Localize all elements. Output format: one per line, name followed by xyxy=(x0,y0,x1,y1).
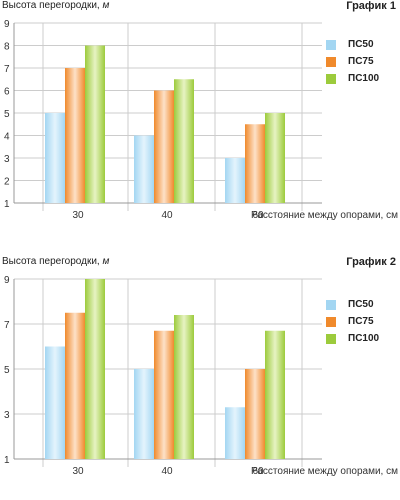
y-tick-label: 2 xyxy=(4,177,10,188)
bar-ps100-40 xyxy=(174,315,194,459)
x-axis-title: Расстояние между опорами, см xyxy=(251,210,398,221)
legend-label-ps100: ПС100 xyxy=(348,73,380,84)
chart-panel-2: Высота перегородки, м График 2 1 3 5 7 9 30 40… xyxy=(0,256,400,496)
x-tick-label: 40 xyxy=(161,210,173,221)
legend-swatch-ps50 xyxy=(326,40,336,50)
bar-ps100-40 xyxy=(174,79,194,203)
y-tick-label: 7 xyxy=(4,320,10,331)
y-tick-label: 7 xyxy=(4,64,10,75)
chart-panel-1: Высота перегородки, м График 1 1 2 3 4 5 6 7 8 9… xyxy=(0,0,400,240)
legend-swatch-ps75 xyxy=(326,57,336,67)
bar-ps50-60 xyxy=(225,158,245,203)
legend-swatch-ps100 xyxy=(326,74,336,84)
y-tick-label: 8 xyxy=(4,42,10,53)
y-tick-label: 5 xyxy=(4,365,10,376)
legend-label-ps75: ПС75 xyxy=(348,56,374,67)
y-tick-label: 5 xyxy=(4,109,10,120)
legend-label-ps50: ПС50 xyxy=(348,39,374,50)
bar-ps75-60 xyxy=(245,124,265,203)
bar-ps50-30 xyxy=(45,113,65,203)
x-tick-label: 60 xyxy=(252,466,264,477)
x-tick-label: 60 xyxy=(252,210,264,221)
bar-ps50-60 xyxy=(225,407,245,459)
bar-ps50-40 xyxy=(134,369,154,459)
y-tick-label: 9 xyxy=(4,19,10,30)
y-tick-label: 1 xyxy=(4,199,10,210)
x-tick-label: 30 xyxy=(72,210,84,221)
legend-label-ps100: ПС100 xyxy=(348,333,380,344)
bar-ps75-60 xyxy=(245,369,265,459)
y-axis-unit: м xyxy=(102,256,110,267)
chart-title: График 1 xyxy=(346,0,396,12)
bar-ps75-30 xyxy=(65,68,85,203)
y-tick-label: 6 xyxy=(4,87,10,98)
bar-ps75-30 xyxy=(65,312,85,459)
bar-ps50-40 xyxy=(134,135,154,203)
y-tick-label: 9 xyxy=(4,275,10,286)
y-axis-title-text: Высота перегородки, xyxy=(2,256,100,267)
y-tick-label: 3 xyxy=(4,154,10,165)
bar-ps100-30 xyxy=(85,279,105,459)
y-tick-label: 1 xyxy=(4,455,10,466)
bar-ps100-60 xyxy=(265,330,285,459)
bar-ps100-60 xyxy=(265,113,285,203)
y-axis-title: Высота перегородки, м xyxy=(2,0,109,11)
y-axis-title-text: Высота перегородки, xyxy=(2,0,100,11)
legend-swatch-ps50 xyxy=(326,300,336,310)
bar-ps100-30 xyxy=(85,45,105,203)
bar-ps75-40 xyxy=(154,330,174,459)
legend-swatch-ps100 xyxy=(326,334,336,344)
y-tick-label: 4 xyxy=(4,132,10,143)
chart-title: График 2 xyxy=(346,256,396,268)
legend-swatch-ps75 xyxy=(326,317,336,327)
bar-ps50-30 xyxy=(45,346,65,459)
y-axis-unit: м xyxy=(102,0,110,11)
bar-ps75-40 xyxy=(154,90,174,203)
legend-label-ps50: ПС50 xyxy=(348,299,374,310)
legend-label-ps75: ПС75 xyxy=(348,316,374,327)
y-tick-label: 3 xyxy=(4,410,10,421)
x-tick-label: 40 xyxy=(161,466,173,477)
x-tick-label: 30 xyxy=(72,466,84,477)
x-axis-title: Расстояние между опорами, см xyxy=(251,466,398,477)
y-axis-title: Высота перегородки, м xyxy=(2,256,109,267)
